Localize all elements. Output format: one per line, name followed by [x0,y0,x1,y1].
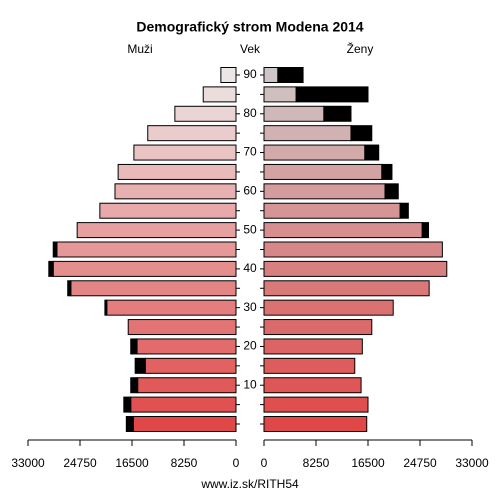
bar [263,416,368,432]
age-label: 70 [243,145,257,159]
x-tick-label: 8250 [303,456,330,470]
bar [263,377,362,394]
bar [106,299,237,316]
bar [263,260,448,277]
excess-bar [134,357,146,374]
excess-bar [125,416,134,432]
excess-bar [381,163,393,180]
excess-bar [123,396,132,413]
excess-bar [323,105,352,122]
bar [263,299,394,316]
bar [70,280,237,297]
excess-bar [364,144,380,161]
age-label: 30 [243,300,257,314]
age-label: 90 [243,67,257,81]
bar [263,338,363,355]
age-label: 40 [243,261,257,275]
bar [99,202,237,219]
age-label: 50 [243,222,257,236]
footer: www.iz.sk/RITH54 [200,477,299,491]
bar [136,338,237,355]
bar [263,241,443,258]
x-tick-label: 16500 [351,456,385,470]
excess-bar [350,125,373,142]
excess-bar [399,202,409,219]
excess-bar [130,338,138,355]
left-label: Muži [127,42,152,56]
bar [263,222,423,239]
bar [114,183,237,200]
excess-bar [67,280,72,297]
bar [56,241,237,258]
bar [144,357,237,374]
excess-bar [277,67,304,83]
excess-bar [384,183,399,200]
bar [52,260,237,277]
bar [263,183,386,200]
bar [263,67,279,83]
excess-bar [52,241,58,258]
bar [263,105,325,122]
bar [117,163,237,180]
age-label: 80 [243,106,257,120]
excess-bar [295,86,369,103]
bar [132,416,237,432]
bar [263,202,401,219]
bar [263,86,297,103]
bar [263,280,430,297]
bar [127,319,237,336]
bar [263,357,356,374]
x-tick-label: 24750 [403,456,437,470]
age-label: 20 [243,339,257,353]
x-tick-label: 33000 [11,456,45,470]
bar [76,222,237,239]
bar [263,163,383,180]
excess-bar [421,222,430,239]
x-tick-label: 0 [233,456,240,470]
bar [263,125,352,142]
bar [220,67,237,83]
x-tick-label: 24750 [63,456,97,470]
excess-bar [104,299,108,316]
bar [174,105,237,122]
bar [147,125,237,142]
bar [130,396,237,413]
age-label: 10 [243,377,257,391]
bar [263,319,373,336]
bar [263,144,366,161]
x-tick-label: 0 [261,456,268,470]
excess-bar [130,377,139,394]
x-tick-label: 33000 [455,456,489,470]
bar [137,377,237,394]
right-label: Ženy [347,41,374,56]
x-tick-label: 16500 [115,456,149,470]
bar [133,144,237,161]
bar [263,396,369,413]
age-label: 60 [243,184,257,198]
excess-bar [48,260,54,277]
x-tick-label: 8250 [171,456,198,470]
bar [202,86,237,103]
y-label: Vek [240,42,261,56]
chart-title: Demografický strom Modena 2014 [136,19,363,35]
